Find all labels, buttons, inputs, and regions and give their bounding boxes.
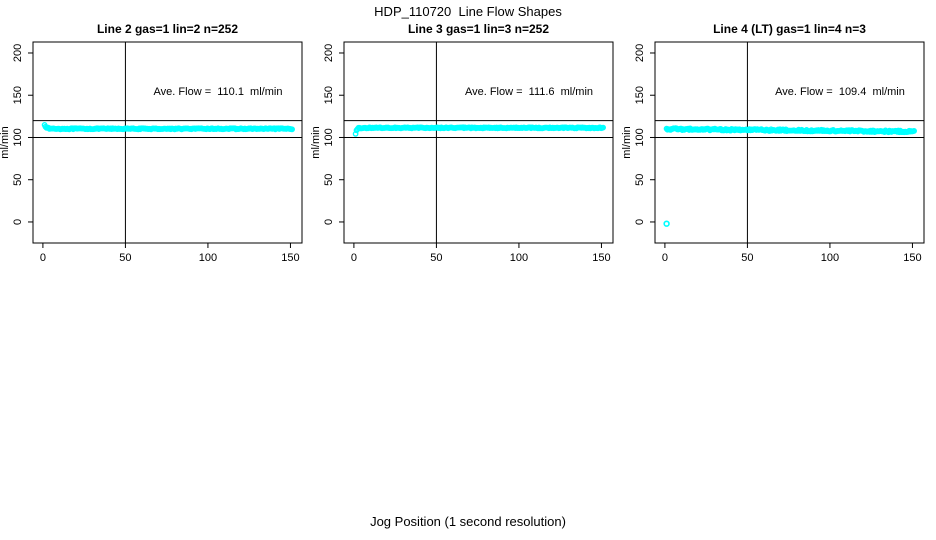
x-tick-label: 150 — [592, 252, 610, 264]
y-tick-label: 200 — [12, 44, 24, 62]
y-tick-label: 100 — [12, 128, 24, 146]
x-tick-label: 150 — [903, 252, 921, 264]
x-tick-label: 50 — [119, 252, 131, 264]
y-axis-unit-label: ml/min — [0, 126, 11, 158]
panel-title-line4: Line 4 (LT) gas=1 lin=4 n=3 — [713, 22, 866, 36]
y-tick-label: 200 — [323, 44, 335, 62]
x-tick-label: 50 — [741, 252, 753, 264]
data-point — [911, 127, 917, 134]
x-axis-title: Jog Position (1 second resolution) — [370, 514, 566, 529]
y-tick-label: 150 — [634, 86, 646, 104]
ave-flow-annotation-line2: Ave. Flow = 110.1 ml/min — [153, 86, 283, 98]
x-tick-label: 150 — [281, 252, 299, 264]
y-tick-label: 150 — [12, 86, 24, 104]
x-tick-label: 100 — [510, 252, 528, 264]
y-axis-unit-label: ml/min — [311, 126, 322, 158]
ave-flow-annotation-line4: Ave. Flow = 109.4 ml/min — [775, 86, 905, 98]
y-tick-label: 200 — [634, 44, 646, 62]
plot-panel-line2: 0 50 100 150 0 50 100 150 200 ml/min Line 2 gas=1… — [0, 0, 312, 280]
y-tick-label: 50 — [323, 174, 335, 186]
plot-panel-line3: 0 50 100 150 0 50 100 150 200 ml/min Line 3 gas=1… — [311, 0, 623, 280]
outlier-point — [663, 220, 670, 227]
plot-box — [654, 41, 925, 244]
panel-title-line2: Line 2 gas=1 lin=2 n=252 — [96, 22, 239, 36]
plot-area-line4: 0 50 100 150 0 50 100 150 200 ml/min — [622, 41, 925, 264]
y-axis-unit-label: ml/min — [622, 126, 633, 158]
x-tick-label: 50 — [430, 252, 442, 264]
figure-title: HDP_110720 Line Flow Shapes — [374, 4, 562, 19]
y-tick-label: 50 — [12, 174, 24, 186]
plot-area-line3: 0 50 100 150 0 50 100 150 200 ml/min — [311, 41, 614, 264]
y-tick-label: 100 — [323, 128, 335, 146]
x-tick-label: 0 — [662, 252, 668, 264]
x-tick-label: 100 — [821, 252, 839, 264]
plot-box — [32, 41, 303, 244]
data-point — [600, 124, 606, 131]
x-tick-label: 100 — [199, 252, 217, 264]
y-tick-label: 0 — [323, 219, 335, 225]
y-tick-label: 100 — [634, 128, 646, 146]
y-tick-label: 50 — [634, 174, 646, 186]
ave-flow-annotation-line3: Ave. Flow = 111.6 ml/min — [464, 86, 594, 98]
panel-title-line3: Line 3 gas=1 lin=3 n=252 — [407, 22, 550, 36]
data-point — [289, 126, 295, 133]
x-tick-label: 0 — [351, 252, 357, 264]
plot-box — [343, 41, 614, 244]
plot-area-line2: 0 50 100 150 0 50 100 150 200 ml/min — [0, 41, 303, 264]
y-tick-label: 0 — [12, 219, 24, 225]
y-tick-label: 150 — [323, 86, 335, 104]
x-tick-label: 0 — [40, 252, 46, 264]
plot-panel-line4: 0 50 100 150 0 50 100 150 200 ml/min Line 4 (LT) … — [622, 0, 934, 280]
y-tick-label: 0 — [634, 219, 646, 225]
